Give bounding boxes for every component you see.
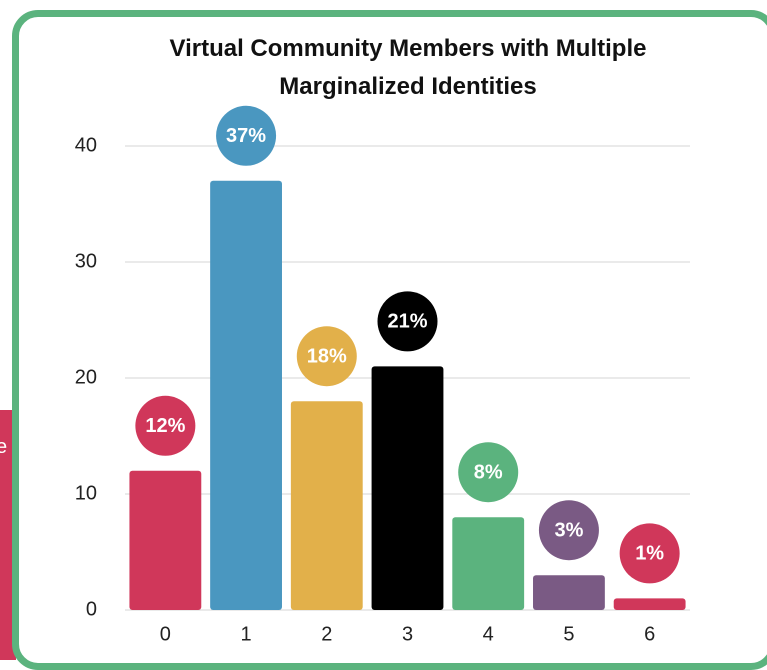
value-badge (619, 523, 680, 584)
x-tick-label: 6 (644, 623, 655, 645)
bar (533, 575, 605, 610)
value-label: 18% (307, 345, 347, 367)
side-text: e (0, 436, 8, 458)
x-tick-label: 0 (160, 623, 171, 645)
bar (371, 366, 444, 610)
value-label: 12% (145, 415, 185, 437)
value-badge (458, 442, 519, 503)
y-tick-label: 0 (86, 598, 97, 620)
bar (129, 470, 202, 610)
x-tick-label: 3 (402, 623, 413, 645)
x-tick-label: 5 (563, 623, 574, 645)
value-label: 1% (635, 543, 664, 565)
value-label: 8% (474, 461, 503, 483)
y-tick-label: 40 (75, 134, 97, 156)
value-label: 37% (226, 125, 266, 147)
value-badge (135, 395, 196, 456)
bar (210, 180, 282, 611)
chart-title: Virtual Community Members with Multiple … (169, 35, 647, 100)
y-tick-label: 20 (75, 366, 97, 388)
x-tick-label: 2 (321, 623, 332, 645)
value-badge (296, 326, 357, 387)
bar (613, 598, 686, 610)
value-badge (538, 500, 599, 561)
value-label: 3% (554, 519, 583, 541)
x-tick-label: 4 (483, 623, 494, 645)
bar (452, 517, 525, 610)
value-badge (216, 105, 277, 166)
y-tick-label: 30 (75, 250, 97, 272)
x-tick-label: 1 (241, 623, 252, 645)
value-badge (377, 291, 438, 352)
y-tick-label: 10 (75, 482, 97, 504)
bar (290, 401, 363, 610)
value-label: 21% (387, 311, 427, 333)
